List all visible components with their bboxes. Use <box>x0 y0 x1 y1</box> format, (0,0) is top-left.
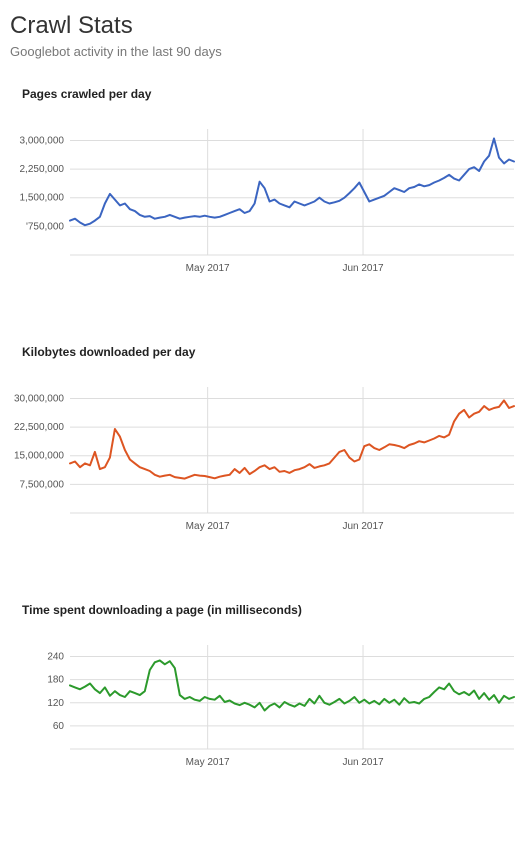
xtick-label: May 2017 <box>186 263 230 274</box>
chart-svg-kilobytes: 7,500,000 15,000,000 22,500,000 30,000,000 M… <box>10 377 519 543</box>
xtick-label: May 2017 <box>186 757 230 768</box>
ytick-label: 240 <box>47 652 64 663</box>
page-title: Crawl Stats <box>10 12 519 40</box>
chart-title-time: Time spent downloading a page (in millis… <box>22 603 519 617</box>
ytick-label: 1,500,000 <box>20 193 65 204</box>
series-line-kilobytes <box>70 400 514 478</box>
chart-svg-time: 60 120 180 240 May 2017 Jun 2017 <box>10 635 519 779</box>
page-subtitle: Googlebot activity in the last 90 days <box>10 44 519 59</box>
xtick-label: Jun 2017 <box>342 263 384 274</box>
chart-title-kilobytes: Kilobytes downloaded per day <box>22 345 519 359</box>
ytick-label: 7,500,000 <box>20 479 65 490</box>
chart-pages: Pages crawled per day '750,000 1,500,000 2,… <box>10 87 519 285</box>
charts-container: Pages crawled per day '750,000 1,500,000 2,… <box>10 87 519 779</box>
xtick-label: May 2017 <box>186 521 230 532</box>
ytick-label: 120 <box>47 698 64 709</box>
xtick-label: Jun 2017 <box>342 521 384 532</box>
series-line-pages <box>70 139 514 226</box>
ytick-label: '750,000 <box>26 221 64 232</box>
ytick-label: 15,000,000 <box>14 451 64 462</box>
ytick-label: 30,000,000 <box>14 393 64 404</box>
chart-title-pages: Pages crawled per day <box>22 87 519 101</box>
ytick-label: 60 <box>53 721 65 732</box>
chart-svg-pages: '750,000 1,500,000 2,250,000 3,000,000 May 2… <box>10 119 519 285</box>
ytick-label: 180 <box>47 675 64 686</box>
ytick-label: 2,250,000 <box>20 164 65 175</box>
chart-kilobytes: Kilobytes downloaded per day 7,500,000 15,… <box>10 345 519 543</box>
ytick-label: 22,500,000 <box>14 422 64 433</box>
chart-time: Time spent downloading a page (in millis… <box>10 603 519 779</box>
xtick-label: Jun 2017 <box>342 757 384 768</box>
ytick-label: 3,000,000 <box>20 135 65 146</box>
